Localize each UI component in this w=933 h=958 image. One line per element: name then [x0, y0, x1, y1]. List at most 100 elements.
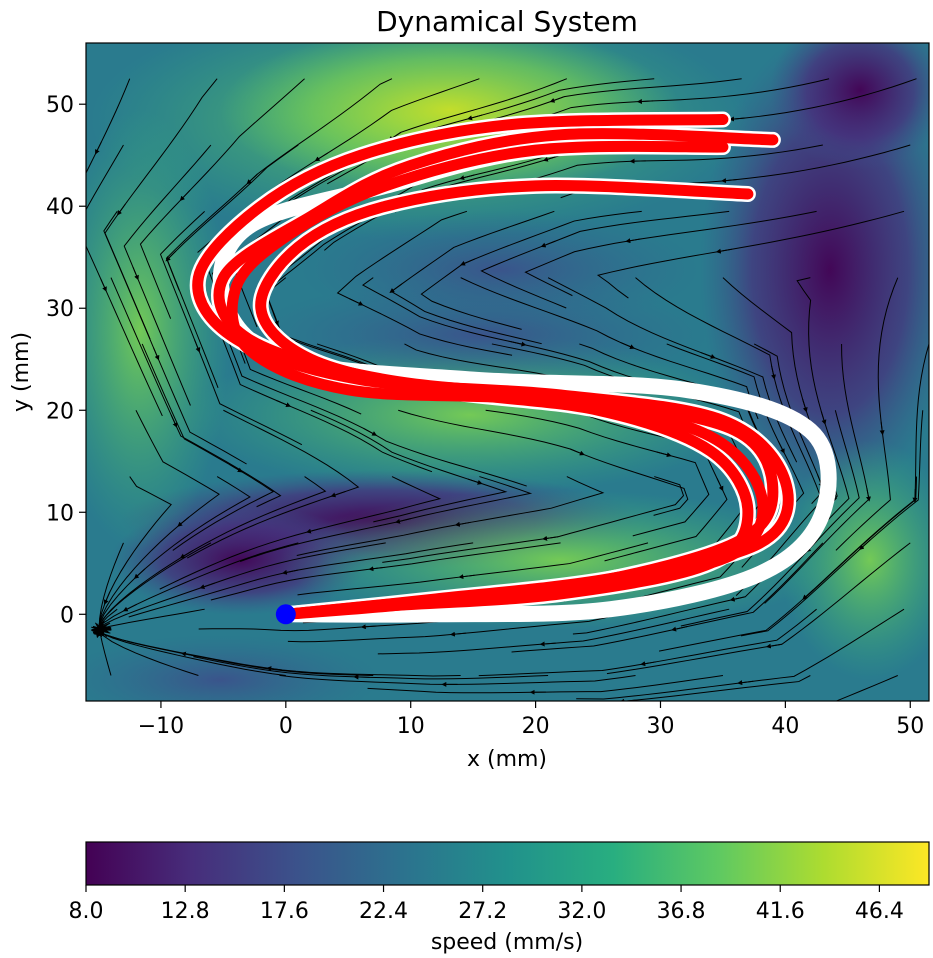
streamline-arrow	[458, 574, 475, 580]
streamline	[606, 542, 911, 675]
streamline-arrow	[305, 527, 322, 534]
streamline-arrow	[246, 173, 258, 185]
streamline	[139, 78, 305, 319]
colorbar-label: speed (mm/s)	[431, 930, 583, 955]
streamline-arrow	[179, 189, 191, 201]
streamline-arrow	[540, 240, 556, 248]
streamline-arrow	[314, 152, 328, 162]
streamline-arrow	[103, 591, 111, 605]
streamline	[572, 409, 728, 562]
x-tick-label: 50	[896, 714, 924, 739]
streamline	[398, 409, 689, 516]
streamline-arrow	[640, 661, 657, 667]
streamline	[108, 635, 461, 677]
streamline	[86, 78, 131, 175]
streamline-arrow	[360, 624, 378, 630]
reproduction-trajectory	[255, 180, 754, 620]
streamline-arrow	[721, 178, 738, 184]
colorbar-tick-label: 32.0	[557, 899, 606, 924]
streamline-arrow	[859, 539, 871, 551]
streamline-arrow	[122, 603, 137, 612]
streamline-arrow	[389, 283, 402, 294]
y-axis-label: y (mm)	[9, 332, 34, 412]
streamline-arrow	[729, 596, 746, 602]
streamline-arrow	[165, 250, 177, 262]
streamline	[802, 343, 929, 600]
streamline-arrow	[281, 569, 298, 575]
streamline	[104, 78, 218, 340]
streamline-arrow	[866, 487, 871, 502]
streamline-arrow	[771, 366, 776, 380]
streamline	[367, 675, 724, 694]
streamline	[511, 542, 824, 653]
x-tick-label: 30	[646, 714, 674, 739]
streamline	[834, 675, 898, 701]
streamline-arrow	[152, 347, 160, 361]
y-tick-label: 40	[46, 195, 74, 220]
colorbar-ticks: 8.0 12.8 17.6 22.4 27.2 32.0 36.8 41.6 46.4	[69, 885, 904, 924]
streamline-arrow	[95, 141, 102, 155]
streamline-arrow	[266, 666, 283, 672]
streamline-arrow	[737, 680, 754, 686]
streamline	[735, 343, 827, 596]
streamline-arrow	[454, 521, 471, 527]
streamline	[229, 343, 527, 487]
streamline-arrow	[671, 626, 687, 632]
streamline	[96, 476, 327, 631]
y-tick-label: 0	[60, 603, 74, 628]
streamline-arrow	[467, 114, 483, 121]
y-tick-label: 30	[46, 297, 74, 322]
streamline-arrow	[272, 312, 279, 326]
streamline-arrow	[117, 203, 126, 216]
streamline-arrow	[459, 174, 475, 181]
streamline	[166, 144, 299, 388]
streamline-arrow	[132, 267, 139, 281]
streamline-arrow	[510, 341, 527, 347]
streamline-arrow	[636, 98, 654, 104]
streamline	[524, 210, 817, 297]
streamline-arrow	[460, 258, 475, 266]
streamline-arrow	[570, 448, 585, 456]
streamline-arrow	[625, 238, 642, 244]
streamline-arrow	[177, 516, 190, 527]
streamline-arrow	[549, 96, 565, 103]
streamline-arrow	[179, 550, 194, 559]
colorbar-tick-label: 36.8	[657, 899, 706, 924]
y-tick-label: 10	[46, 501, 74, 526]
streamline	[457, 675, 811, 701]
streamline-arrow	[620, 341, 635, 349]
streamline-arrow	[449, 631, 467, 637]
streamline-arrow	[194, 339, 201, 353]
streamline-arrow	[542, 155, 559, 162]
streamline-arrow	[199, 582, 215, 590]
x-tick-label: 20	[522, 714, 550, 739]
plot-frame	[85, 42, 930, 702]
chart-title: Dynamical System	[376, 5, 638, 38]
streamline	[740, 410, 924, 637]
reproduction-trajectory	[192, 114, 794, 620]
x-tick-label: 0	[279, 714, 293, 739]
streamline-arrow	[170, 414, 178, 428]
streamline-arrow	[820, 411, 827, 425]
streamline-arrow	[363, 427, 378, 436]
streamline	[287, 608, 642, 643]
streamline-arrow	[229, 464, 243, 473]
streamline	[110, 277, 282, 508]
trajectories	[189, 111, 837, 623]
colorbar	[85, 841, 930, 886]
colorbar-tick-label: 17.6	[260, 899, 309, 924]
streamline-arrow	[656, 451, 672, 458]
streamline	[159, 210, 303, 446]
attractor-point	[275, 604, 296, 625]
colorbar-tick-label: 46.4	[855, 899, 904, 924]
y-tick-label: 20	[46, 399, 74, 424]
streamline-arrow	[802, 399, 808, 413]
streamline-arrow	[349, 298, 364, 306]
streamline	[835, 277, 899, 551]
x-tick-label: 10	[397, 714, 425, 739]
colorbar-tick-label: 41.6	[756, 899, 805, 924]
streamline	[159, 476, 442, 590]
streamline	[764, 343, 870, 604]
colorbar-tick-label: 27.2	[458, 899, 507, 924]
